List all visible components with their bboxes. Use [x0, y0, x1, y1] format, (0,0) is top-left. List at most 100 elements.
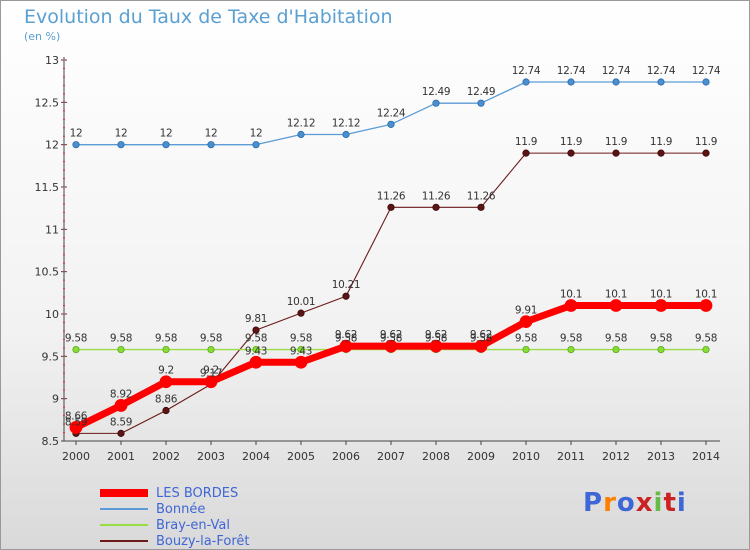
data-label: 12.74 — [692, 65, 721, 77]
data-point — [432, 203, 440, 211]
x-tick-label: 2012 — [602, 450, 630, 463]
proxiti-logo: Proxiti — [583, 488, 687, 518]
data-point — [159, 375, 173, 389]
data-point — [72, 345, 80, 354]
data-label: 9.58 — [380, 333, 402, 345]
x-tick-label: 2013 — [647, 450, 675, 463]
data-point — [162, 406, 170, 415]
data-label: 10.1 — [650, 289, 672, 301]
data-label: 9.58 — [110, 333, 132, 345]
data-point — [477, 99, 485, 107]
data-label: 9.58 — [605, 333, 627, 345]
data-label: 12 — [115, 128, 128, 140]
legend-item: Bouzy-la-Forêt — [100, 533, 249, 549]
x-tick-label: 2010 — [512, 450, 540, 463]
legend-swatch — [100, 508, 148, 510]
data-point — [249, 355, 263, 369]
data-point — [519, 315, 533, 329]
data-label: 9.58 — [515, 333, 537, 345]
data-point — [162, 141, 170, 149]
y-tick-label: 12.5 — [35, 96, 60, 109]
y-tick-label: 13 — [45, 54, 59, 67]
data-label: 12.12 — [332, 118, 361, 130]
data-point — [162, 345, 170, 354]
data-point — [609, 299, 623, 312]
data-point — [117, 345, 125, 354]
legend-swatch — [100, 489, 148, 497]
data-point — [612, 149, 620, 157]
data-point — [252, 345, 260, 354]
data-label: 9.58 — [650, 333, 672, 345]
data-label: 12.74 — [602, 65, 631, 77]
data-label: 9.17 — [200, 367, 222, 379]
data-point — [654, 299, 668, 312]
data-label: 8.59 — [110, 416, 132, 428]
data-point — [567, 149, 575, 157]
data-point — [207, 345, 215, 354]
data-label: 9.62 — [380, 329, 402, 341]
legend-swatch — [100, 540, 148, 542]
data-label: 10.21 — [332, 279, 361, 291]
data-label: 9.91 — [515, 305, 537, 317]
x-tick-label: 2008 — [422, 450, 450, 463]
logo-letter: t — [663, 488, 677, 518]
x-tick-label: 2009 — [467, 450, 495, 463]
data-label: 11.26 — [377, 190, 406, 202]
data-point — [702, 149, 710, 157]
legend-label: Bouzy-la-Forêt — [156, 533, 250, 549]
logo-letter: P — [583, 488, 604, 518]
data-label: 11.9 — [650, 136, 672, 148]
data-point — [657, 78, 665, 86]
data-point — [387, 120, 395, 128]
data-label: 11.9 — [560, 136, 582, 148]
y-tick-label: 10 — [45, 308, 59, 321]
data-label: 10.1 — [605, 289, 627, 301]
series-1 — [72, 78, 710, 149]
data-point — [522, 345, 530, 354]
logo-letter: i — [676, 488, 687, 518]
data-point — [342, 292, 350, 300]
data-label: 8.66 — [65, 410, 88, 422]
data-point — [384, 339, 398, 353]
data-label: 12.24 — [377, 107, 406, 119]
data-label: 12.49 — [422, 86, 451, 98]
data-point — [702, 78, 710, 86]
data-point — [342, 130, 350, 139]
legend-item: LES BORDES — [100, 485, 249, 501]
data-point — [297, 345, 305, 354]
data-label: 12 — [205, 128, 218, 140]
data-point — [564, 299, 578, 312]
chart-legend: LES BORDES Bonnée Bray-en-Val Bouzy-la-Forê… — [100, 485, 249, 549]
y-tick-label: 9 — [52, 393, 59, 406]
data-label: 9.58 — [695, 333, 717, 345]
x-tick-label: 2011 — [557, 450, 585, 463]
data-point — [477, 203, 485, 211]
legend-label: Bonnée — [156, 501, 206, 517]
data-label: 9.58 — [335, 333, 357, 345]
data-label: 9.2 — [158, 365, 174, 377]
data-point — [567, 78, 575, 86]
data-label: 9.58 — [425, 333, 447, 345]
x-tick-label: 2001 — [107, 450, 135, 463]
y-tick-label: 11 — [45, 223, 59, 236]
data-point — [117, 429, 125, 437]
logo-letter: r — [603, 488, 617, 518]
data-label: 8.86 — [155, 394, 178, 406]
logo-letter: i — [653, 488, 664, 518]
data-label: 9.62 — [335, 329, 357, 341]
series-3 — [72, 149, 710, 437]
data-point — [69, 421, 83, 434]
data-point — [429, 339, 443, 353]
data-label: 11.9 — [695, 136, 717, 148]
data-point — [117, 141, 125, 149]
data-point — [699, 299, 713, 312]
legend-swatch — [100, 524, 148, 526]
legend-item: Bray-en-Val — [100, 517, 249, 533]
data-label: 12.74 — [647, 65, 676, 77]
y-tick-label: 10.5 — [35, 266, 60, 279]
data-label: 11.9 — [605, 136, 627, 148]
data-label: 9.43 — [290, 345, 312, 357]
data-label: 8.92 — [110, 388, 132, 400]
data-label: 10.01 — [287, 296, 316, 308]
logo-letter: x — [635, 488, 654, 518]
